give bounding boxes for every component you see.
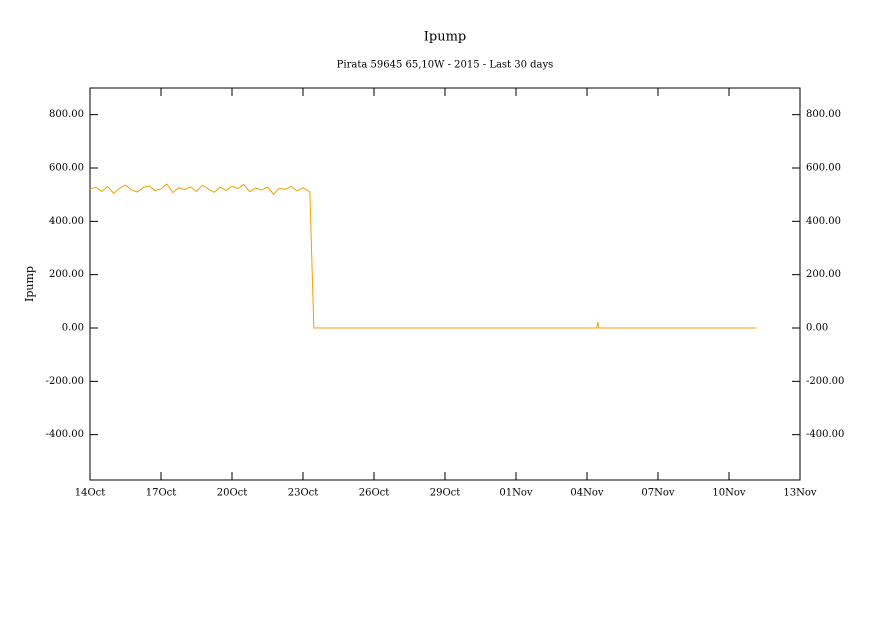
x-tick-label: 20Oct <box>217 488 248 499</box>
y-tick-label: 400.00 <box>49 216 84 227</box>
y2-tick-label: -400.00 <box>806 429 844 440</box>
x-tick-label: 07Nov <box>641 488 674 499</box>
chart-subtitle: Pirata 59645 65,10W - 2015 - Last 30 day… <box>337 60 554 71</box>
x-tick-label: 29Oct <box>430 488 461 499</box>
y-axis-label: Ipump <box>23 266 36 302</box>
y2-tick-label: -200.00 <box>806 376 844 387</box>
x-tick-label: 13Nov <box>783 488 816 499</box>
y-tick-label: 600.00 <box>49 163 84 174</box>
y2-tick-label: 400.00 <box>806 216 841 227</box>
x-tick-label: 01Nov <box>499 488 532 499</box>
y2-tick-label: 800.00 <box>806 109 841 120</box>
y2-tick-label: 0.00 <box>806 323 828 334</box>
chart-title: Ipump <box>424 30 466 45</box>
y-tick-label: 0.00 <box>62 323 84 334</box>
x-tick-label: 17Oct <box>146 488 177 499</box>
x-tick-label: 10Nov <box>712 488 745 499</box>
y-tick-label: 800.00 <box>49 109 84 120</box>
y2-tick-label: 200.00 <box>806 269 841 280</box>
y-tick-label: 200.00 <box>49 269 84 280</box>
y2-tick-label: 600.00 <box>806 163 841 174</box>
x-tick-label: 23Oct <box>288 488 319 499</box>
data-line <box>89 183 757 329</box>
y-tick-label: -200.00 <box>46 376 84 387</box>
x-tick-label: 26Oct <box>359 488 390 499</box>
x-tick-label: 04Nov <box>570 488 603 499</box>
y-tick-label: -400.00 <box>46 429 84 440</box>
x-tick-label: 14Oct <box>75 488 106 499</box>
